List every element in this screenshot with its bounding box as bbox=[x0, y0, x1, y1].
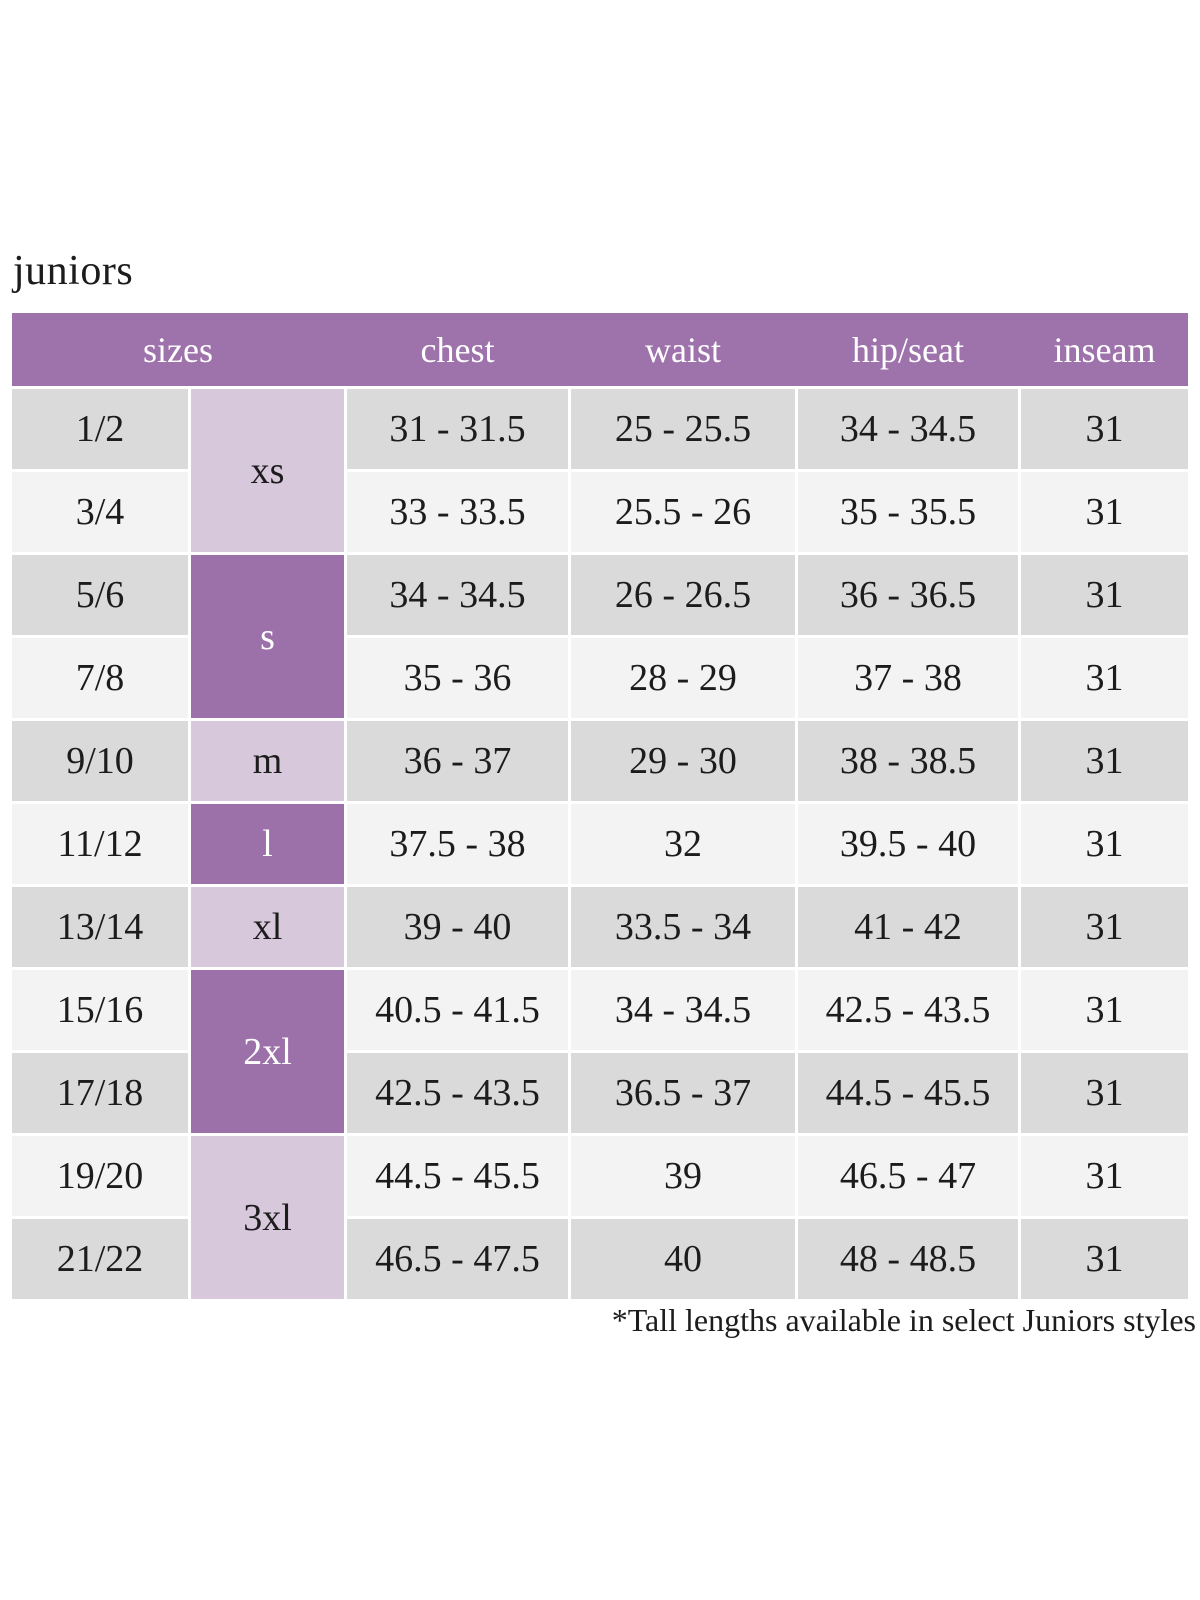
size-number-cell: 13/14 bbox=[12, 887, 188, 967]
inseam-cell: 31 bbox=[1021, 1219, 1188, 1299]
column-header-chest: chest bbox=[420, 329, 495, 370]
size-letter-cell: s bbox=[191, 555, 344, 718]
size-number-cell: 19/20 bbox=[12, 1136, 188, 1216]
size-number-cell: 3/4 bbox=[12, 472, 188, 552]
table-header-row: sizes chest waist hip/seat inseam bbox=[12, 313, 1188, 386]
page-title: juniors bbox=[13, 248, 134, 294]
size-number-cell: 7/8 bbox=[12, 638, 188, 718]
table-body: 1/2 31 - 31.5 25 - 25.5 34 - 34.5 31 3/4 33 - … bbox=[12, 389, 1188, 1299]
hip-seat-cell: 42.5 - 43.5 bbox=[798, 970, 1018, 1050]
waist-cell: 40 bbox=[571, 1219, 795, 1299]
column-header-inseam: inseam bbox=[1053, 329, 1156, 370]
size-letter-cell: xs bbox=[191, 389, 344, 552]
column-header-waist: waist bbox=[645, 329, 721, 370]
inseam-cell: 31 bbox=[1021, 1136, 1188, 1216]
size-letter-cell: l bbox=[191, 804, 344, 884]
chest-cell: 33 - 33.5 bbox=[347, 472, 568, 552]
hip-seat-cell: 35 - 35.5 bbox=[798, 472, 1018, 552]
waist-cell: 39 bbox=[571, 1136, 795, 1216]
hip-seat-cell: 46.5 - 47 bbox=[798, 1136, 1018, 1216]
size-number-cell: 17/18 bbox=[12, 1053, 188, 1133]
waist-cell: 25.5 - 26 bbox=[571, 472, 795, 552]
waist-cell: 25 - 25.5 bbox=[571, 389, 795, 469]
chest-cell: 46.5 - 47.5 bbox=[347, 1219, 568, 1299]
waist-cell: 34 - 34.5 bbox=[571, 970, 795, 1050]
footnote: *Tall lengths available in select Junior… bbox=[611, 1302, 1196, 1338]
inseam-cell: 31 bbox=[1021, 555, 1188, 635]
size-number-cell: 21/22 bbox=[12, 1219, 188, 1299]
inseam-cell: 31 bbox=[1021, 721, 1188, 801]
chest-cell: 35 - 36 bbox=[347, 638, 568, 718]
inseam-cell: 31 bbox=[1021, 804, 1188, 884]
chest-cell: 42.5 - 43.5 bbox=[347, 1053, 568, 1133]
waist-cell: 36.5 - 37 bbox=[571, 1053, 795, 1133]
column-header-hip-seat: hip/seat bbox=[852, 329, 964, 370]
size-letter-cell: 3xl bbox=[191, 1136, 344, 1299]
hip-seat-cell: 36 - 36.5 bbox=[798, 555, 1018, 635]
chest-cell: 39 - 40 bbox=[347, 887, 568, 967]
chest-cell: 37.5 - 38 bbox=[347, 804, 568, 884]
size-number-cell: 1/2 bbox=[12, 389, 188, 469]
inseam-cell: 31 bbox=[1021, 472, 1188, 552]
size-number-cell: 15/16 bbox=[12, 970, 188, 1050]
inseam-cell: 31 bbox=[1021, 887, 1188, 967]
chest-cell: 44.5 - 45.5 bbox=[347, 1136, 568, 1216]
size-number-cell: 11/12 bbox=[12, 804, 188, 884]
inseam-cell: 31 bbox=[1021, 389, 1188, 469]
chest-cell: 34 - 34.5 bbox=[347, 555, 568, 635]
hip-seat-cell: 48 - 48.5 bbox=[798, 1219, 1018, 1299]
hip-seat-cell: 39.5 - 40 bbox=[798, 804, 1018, 884]
column-header-sizes: sizes bbox=[143, 329, 213, 370]
hip-seat-cell: 37 - 38 bbox=[798, 638, 1018, 718]
size-letter-cell: m bbox=[191, 721, 344, 801]
waist-cell: 32 bbox=[571, 804, 795, 884]
hip-seat-cell: 44.5 - 45.5 bbox=[798, 1053, 1018, 1133]
inseam-cell: 31 bbox=[1021, 638, 1188, 718]
chest-cell: 31 - 31.5 bbox=[347, 389, 568, 469]
waist-cell: 33.5 - 34 bbox=[571, 887, 795, 967]
waist-cell: 29 - 30 bbox=[571, 721, 795, 801]
waist-cell: 28 - 29 bbox=[571, 638, 795, 718]
size-number-cell: 5/6 bbox=[12, 555, 188, 635]
size-letter-cell: xl bbox=[191, 887, 344, 967]
hip-seat-cell: 34 - 34.5 bbox=[798, 389, 1018, 469]
hip-seat-cell: 38 - 38.5 bbox=[798, 721, 1018, 801]
hip-seat-cell: 41 - 42 bbox=[798, 887, 1018, 967]
size-number-cell: 9/10 bbox=[12, 721, 188, 801]
chest-cell: 40.5 - 41.5 bbox=[347, 970, 568, 1050]
inseam-cell: 31 bbox=[1021, 1053, 1188, 1133]
juniors-size-chart-table: sizes chest waist hip/seat inseam 1/2 31 … bbox=[12, 313, 1188, 1299]
inseam-cell: 31 bbox=[1021, 970, 1188, 1050]
size-letter-cell: 2xl bbox=[191, 970, 344, 1133]
waist-cell: 26 - 26.5 bbox=[571, 555, 795, 635]
chest-cell: 36 - 37 bbox=[347, 721, 568, 801]
